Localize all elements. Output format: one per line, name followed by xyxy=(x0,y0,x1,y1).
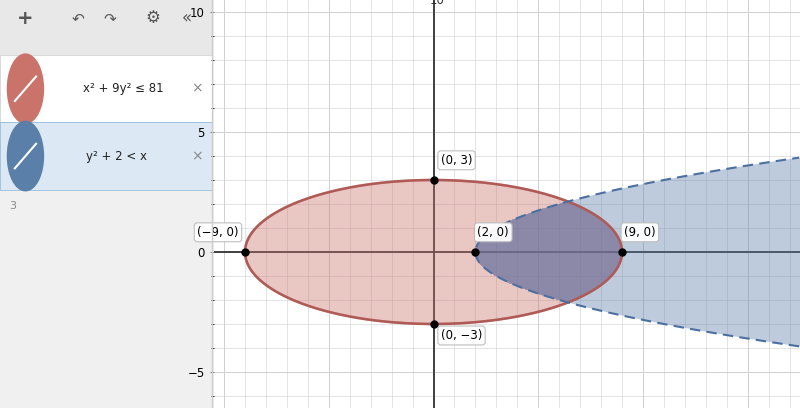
Text: ↷: ↷ xyxy=(104,11,117,26)
FancyBboxPatch shape xyxy=(0,55,212,122)
Text: +: + xyxy=(17,9,34,28)
Text: (0, −3): (0, −3) xyxy=(441,329,482,342)
Polygon shape xyxy=(475,96,800,408)
Circle shape xyxy=(7,122,43,191)
Text: ×: × xyxy=(191,82,203,96)
Text: (2, 0): (2, 0) xyxy=(478,226,509,239)
Text: ⚙: ⚙ xyxy=(146,9,160,27)
Polygon shape xyxy=(245,180,622,324)
Text: (−9, 0): (−9, 0) xyxy=(198,226,238,239)
FancyBboxPatch shape xyxy=(0,122,212,190)
Text: ↶: ↶ xyxy=(72,11,85,26)
Text: (0, 3): (0, 3) xyxy=(441,154,472,167)
Circle shape xyxy=(7,54,43,124)
Text: «: « xyxy=(182,9,192,27)
FancyBboxPatch shape xyxy=(0,0,212,55)
Text: ×: × xyxy=(191,149,203,163)
Text: (9, 0): (9, 0) xyxy=(624,226,656,239)
Text: y² + 2 < x: y² + 2 < x xyxy=(86,150,147,162)
Text: 3: 3 xyxy=(10,201,16,211)
Text: 10: 10 xyxy=(430,0,445,7)
Text: x² + 9y² ≤ 81: x² + 9y² ≤ 81 xyxy=(82,82,163,95)
